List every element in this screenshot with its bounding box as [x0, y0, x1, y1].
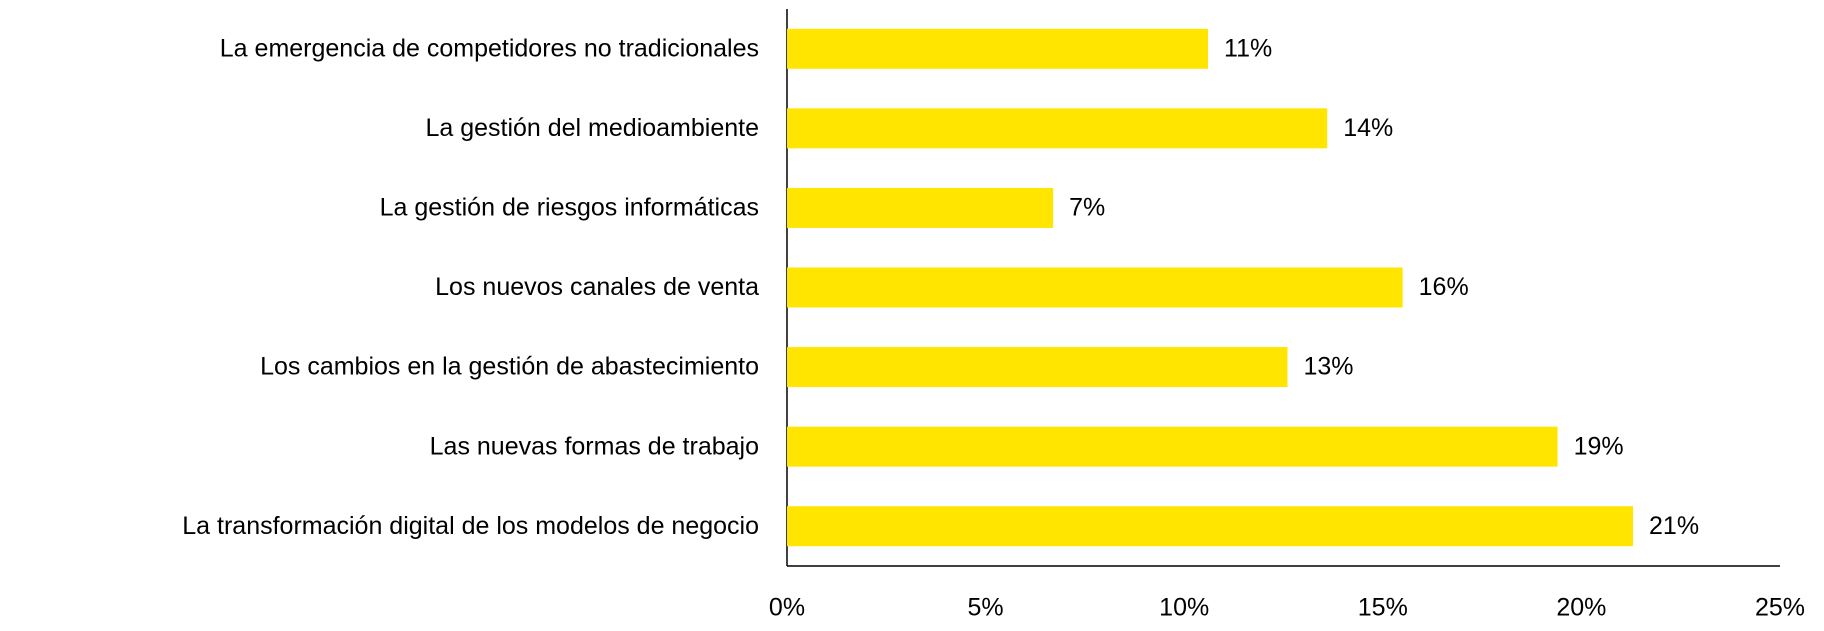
data-label: 7%	[1069, 194, 1105, 222]
x-tick-label: 15%	[1358, 594, 1408, 622]
y-tick-label: Los nuevos canales de venta	[435, 273, 759, 301]
data-label: 13%	[1303, 353, 1353, 381]
y-tick-label: La transformación digital de los modelos…	[182, 512, 759, 540]
bar	[787, 347, 1288, 388]
data-label: 21%	[1649, 512, 1699, 540]
x-tick-label: 0%	[769, 594, 805, 622]
y-tick-label: La emergencia de competidores no tradici…	[220, 34, 759, 62]
bar	[787, 187, 1054, 228]
bar	[787, 426, 1558, 467]
data-label: 16%	[1419, 273, 1469, 301]
x-tick-label: 10%	[1159, 594, 1209, 622]
y-tick-label: Las nuevas formas de trabajo	[430, 432, 759, 460]
x-tick-label: 20%	[1556, 594, 1606, 622]
data-label: 19%	[1574, 432, 1624, 460]
y-tick-label: La gestión del medioambiente	[425, 114, 759, 142]
bar	[787, 28, 1209, 69]
y-tick-label: Los cambios en la gestión de abastecimie…	[260, 353, 759, 381]
data-label: 11%	[1224, 34, 1272, 62]
x-tick-label: 25%	[1755, 594, 1805, 622]
bar	[787, 108, 1328, 149]
x-tick-label: 5%	[968, 594, 1004, 622]
y-tick-label: La gestión de riesgos informáticas	[380, 194, 759, 222]
bar	[787, 506, 1634, 547]
data-label: 14%	[1343, 114, 1393, 142]
bar	[787, 267, 1403, 308]
